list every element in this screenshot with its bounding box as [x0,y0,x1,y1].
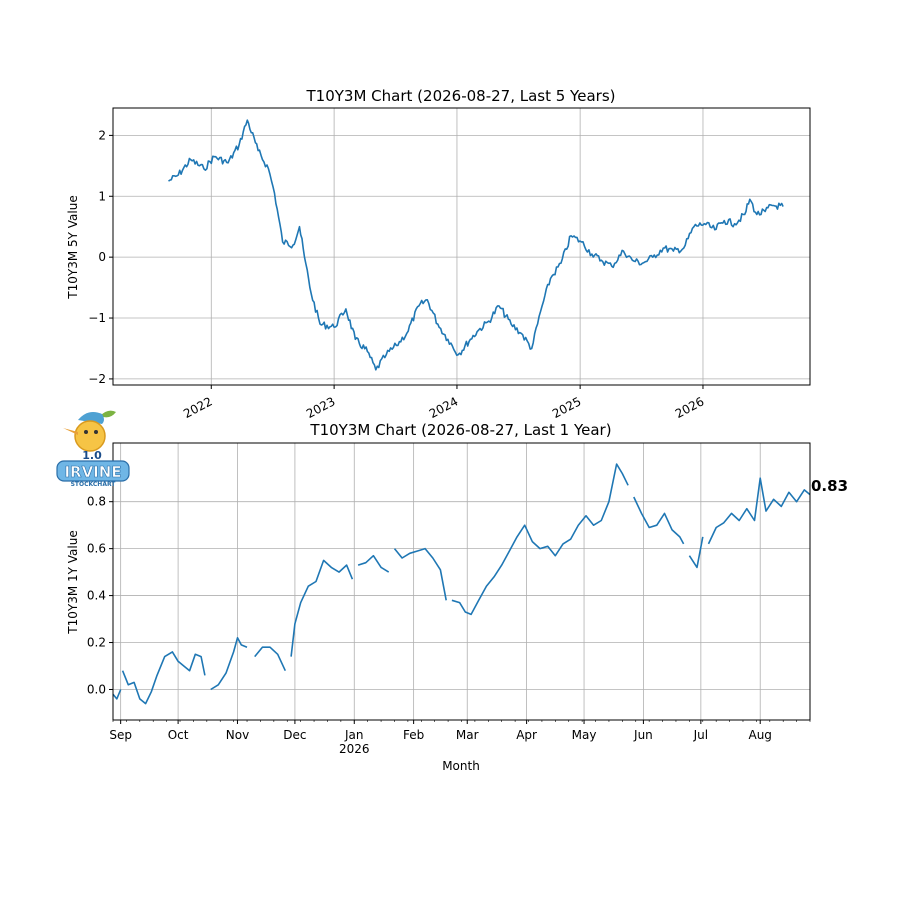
chart-5y-frame [112,107,811,386]
chart-5y-title: T10Y3M Chart (2026-08-27, Last 5 Years) [306,87,616,105]
chart-1y-grid [113,443,810,720]
x-tick-label: 2024 [427,394,461,421]
y-tick-label: 1 [98,189,106,203]
logo-eye-icon [94,430,98,434]
x-tick-label: Jun [633,728,653,742]
x-tick-label: 2026 [673,394,707,421]
series-line [254,646,287,672]
chart-5y: T10Y3M Chart (2026-08-27, Last 5 Years) … [66,87,811,421]
logo-version-text: 1.0 [82,449,102,462]
series-line [357,554,390,573]
irvine-stockchart-logo: 1.0 IRVINE STOCKCHART [56,410,130,488]
logo-subtext: STOCKCHART [71,481,117,488]
chart-1y: T10Y3M Chart (2026-08-27, Last 1 Year) S… [66,421,848,773]
series-line [290,559,354,657]
y-tick-label: 0.2 [87,636,106,650]
x-tick-label: Apr [516,728,537,742]
logo-nose-icon [63,428,78,435]
chart-1y-title: T10Y3M Chart (2026-08-27, Last 1 Year) [309,421,611,439]
chart-1y-x-ticks: Sep Oct Nov Dec Jan Feb Mar Apr May Jun Jul Aug 2026 [109,720,811,756]
chart-1y-y-axis-label: T10Y3M 1Y Value [66,530,80,634]
x-tick-label: 2023 [304,394,338,421]
x-tick-label: Aug [748,728,771,742]
x-tick-label: Nov [226,728,249,742]
x-tick-label: Jul [693,728,708,742]
x-tick-label: 2022 [181,394,215,421]
chart-5y-y-ticks: −2 −1 0 1 2 [88,128,113,386]
x-tick-label: Feb [403,728,424,742]
series-line [707,477,811,545]
logo-cap-icon [78,412,104,424]
series-line [451,463,629,616]
chart-5y-y-axis-label: T10Y3M 5Y Value [66,195,80,299]
chart-5y-series [168,119,784,371]
logo-wordmark: IRVINE [64,463,121,481]
chart-1y-x-axis-label: Month [442,759,480,773]
logo-face-icon [74,420,106,452]
chart-1y-frame [112,442,811,721]
logo-eye-icon [84,430,88,434]
chart-5y-grid [113,108,810,385]
series-line [210,637,248,691]
chart-1y-last-value-label: 0.83 [811,477,848,495]
y-tick-label: −2 [88,372,106,386]
y-tick-label: −1 [88,311,106,325]
series-line [112,689,122,700]
x-tick-year-label: 2026 [339,742,370,756]
x-tick-label: Mar [456,728,479,742]
logo-leaf-icon [100,410,116,418]
y-tick-label: 0 [98,250,106,264]
chart-5y-x-ticks: 2022 2023 2024 2025 2026 [181,385,706,421]
x-tick-label: Dec [283,728,306,742]
y-tick-label: 0.4 [87,589,106,603]
series-line [688,536,704,569]
x-tick-label: Oct [168,728,189,742]
series-line [168,119,784,371]
chart-1y-y-ticks: 0.0 0.2 0.4 0.6 0.8 [87,495,113,696]
y-tick-label: 0.6 [87,542,106,556]
x-tick-label: 2025 [550,394,584,421]
y-tick-label: 2 [98,128,106,142]
y-tick-label: 0.8 [87,495,106,509]
x-tick-label: Sep [109,728,132,742]
series-line [121,651,206,705]
series-line [393,547,447,601]
x-tick-label: May [572,728,597,742]
logo-banner [56,460,130,482]
chart-1y-series [112,463,811,705]
series-line [633,496,685,545]
x-tick-label: Jan [344,728,364,742]
y-tick-label: 0.0 [87,682,106,696]
